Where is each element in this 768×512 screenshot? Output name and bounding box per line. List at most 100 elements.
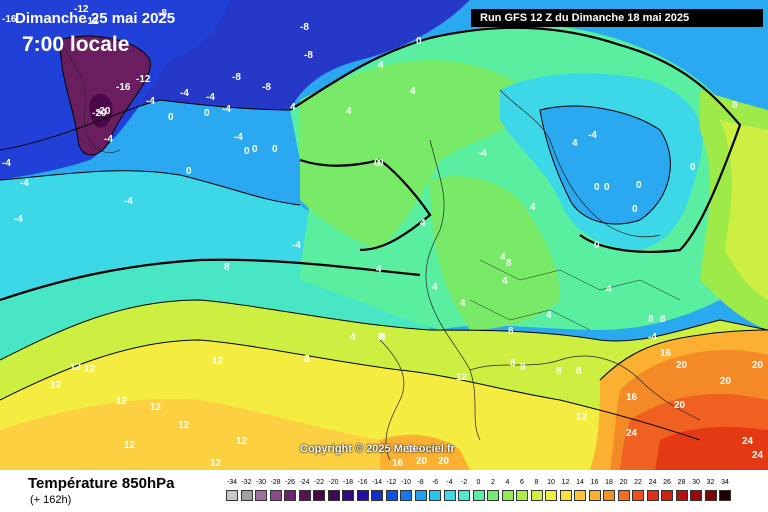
isotherm-value-label: 4: [378, 60, 384, 71]
isotherm-value-label: 16: [660, 348, 672, 359]
run-info-banner: Run GFS 12 Z du Dimanche 18 mai 2025: [471, 9, 763, 27]
scale-tick-label: -20: [328, 479, 339, 486]
scale-tick-label: 6: [520, 479, 524, 486]
isotherm-value-label: 16: [626, 392, 638, 403]
isotherm-value-label: -4: [588, 130, 597, 141]
isotherm-value-label: 0: [416, 36, 422, 47]
scale-tick-label: -18: [342, 479, 354, 486]
isotherm-value-label: 4: [410, 86, 416, 97]
isotherm-value-label: 8: [660, 314, 666, 325]
isotherm-line: [0, 99, 291, 151]
valid-date: Dimanche 25 mai 2025: [15, 10, 176, 27]
scale-color-swatch: [414, 490, 427, 501]
isotherm-value-label: -4: [124, 196, 133, 207]
scale-tick-label: 12: [561, 479, 570, 486]
isotherm-value-label: 4: [376, 264, 382, 275]
isotherm-value-label: 0: [186, 166, 192, 177]
isotherm-value-label: 12: [178, 420, 190, 431]
scale-color-swatch: [298, 490, 311, 501]
scale-color-swatch: [588, 490, 601, 501]
isotherm-value-label: 0: [604, 182, 610, 193]
isotherm-value-label: 4: [530, 202, 536, 213]
isotherm-value-label: 4: [500, 252, 506, 263]
scale-color-swatch: [530, 490, 543, 501]
isotherm-value-label: -4: [292, 240, 301, 251]
isotherm-value-label: -4: [478, 148, 487, 159]
scale-color-swatch: [719, 490, 731, 501]
isotherm-value-label: -20: [92, 108, 107, 119]
coastline: [379, 339, 405, 461]
isotherm-line: [59, 35, 151, 156]
scale-tick-label: -26: [284, 479, 296, 486]
scale-tick-label: -8: [417, 479, 424, 486]
scale-tick-label: -2: [460, 479, 468, 486]
isotherm-value-label: 4: [460, 298, 466, 309]
isotherm-value-label: 8: [510, 358, 516, 369]
field-title: Température 850hPa: [28, 475, 175, 492]
scale-tick-label: -6: [431, 479, 439, 486]
isotherm-value-label: 12: [84, 364, 96, 375]
isotherm-value-label: 24: [752, 450, 764, 461]
isotherm-value-label: 4: [432, 282, 438, 293]
isotherm-value-label: 8: [380, 332, 386, 343]
isotherm-line: [0, 258, 421, 302]
scale-tick-label: -30: [255, 479, 267, 486]
isotherm-value-label: 0: [378, 158, 384, 169]
isotherm-value-label: -8: [158, 8, 167, 19]
isotherm-value-label: 0: [636, 180, 642, 191]
cool-air-zone: [0, 170, 420, 300]
scale-tick-label: -4: [446, 479, 453, 486]
scale-tick-label: 16: [590, 479, 599, 486]
valid-time: 7:00 locale: [22, 33, 130, 56]
isotherm-value-label: -4: [2, 158, 11, 169]
cold-pool-zone: [540, 106, 671, 224]
isotherm-value-label: -16: [116, 82, 131, 93]
isotherm-value-label: 4: [572, 138, 578, 149]
scale-color-swatch: [313, 490, 325, 501]
isotherm-value-label: 12: [236, 436, 248, 447]
scale-color-swatch: [327, 490, 340, 501]
scale-tick-label: 22: [634, 479, 642, 486]
scale-color-swatch: [675, 490, 688, 501]
isotherm-value-label: 8: [556, 366, 562, 377]
isotherm-value-label: -20: [96, 106, 111, 117]
scale-color-swatch: [661, 490, 673, 501]
scale-color-swatch: [516, 490, 528, 501]
isotherm-value-label: 8: [648, 314, 654, 325]
isotherm-value-label: 24: [626, 428, 638, 439]
isotherm-value-label: 12: [576, 412, 588, 423]
isotherm-line: [599, 329, 768, 381]
isotherm-line: [0, 339, 701, 441]
isotherm-value-label: 8: [508, 326, 514, 337]
scale-tick-label: 32: [706, 479, 715, 486]
scale-tick-label: 30: [692, 479, 700, 486]
scale-tick-label: -34: [226, 479, 238, 486]
scale-color-swatch: [356, 490, 369, 501]
isotherm-value-label: 0: [690, 162, 696, 173]
isotherm-value-label: 8: [378, 332, 384, 343]
isotherm-label-group: -16-12-12-20-8-8-8-16-12-4-4-20-8-4-8-40…: [2, 4, 764, 469]
isotherm-value-label: 20: [416, 456, 428, 467]
scale-color-swatch: [472, 490, 485, 501]
border-line: [469, 299, 591, 331]
hot-air-zone: [0, 399, 400, 470]
isotherm-value-label: -4: [234, 132, 243, 143]
copyright-notice: Copyright © 2025 Meteociel.fr: [300, 443, 455, 455]
isotherm-value-label: -12: [84, 16, 99, 27]
isotherm-value-label: -8: [304, 50, 313, 61]
isotherm-value-label: 8: [224, 262, 230, 273]
isotherm-zero-line: [289, 26, 742, 253]
isotherm-value-label: 16: [392, 458, 404, 469]
isotherm-value-label: -4: [104, 134, 113, 145]
isotherm-value-label: -4: [20, 178, 29, 189]
scale-tick-label: -22: [313, 479, 325, 486]
coastline: [59, 39, 121, 153]
isotherm-value-label: -8: [300, 22, 309, 33]
temperature-map: -16 -12 -12 -20 -8 -8 -8 -16 -12 -4 -4 -20 -8 -4 -8 -4 0…: [0, 0, 768, 470]
scale-tick-label: 26: [663, 479, 671, 486]
isotherm-value-label: 4: [290, 102, 296, 113]
scale-color-swatch: [429, 490, 441, 501]
isotherm-value-label: 16: [406, 444, 418, 455]
scale-tick-label: -32: [241, 479, 252, 486]
isotherm-value-label: 0: [204, 108, 210, 119]
